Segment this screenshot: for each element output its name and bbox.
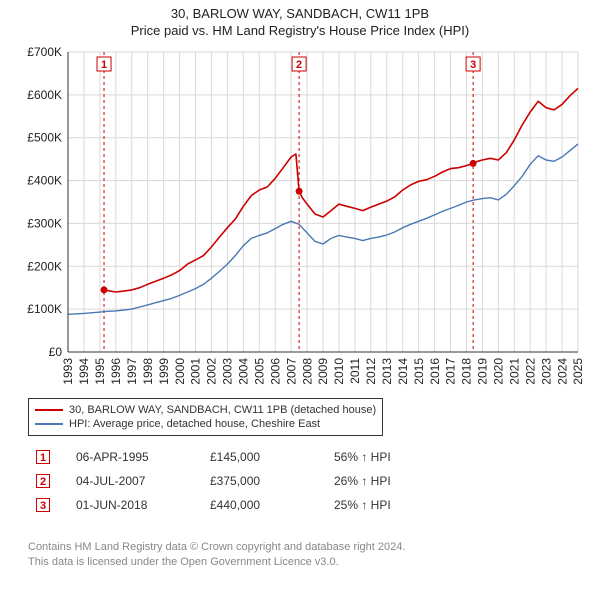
svg-text:1: 1	[101, 59, 107, 71]
svg-text:2007: 2007	[284, 358, 298, 385]
svg-text:1993: 1993	[61, 358, 75, 385]
legend-item: 30, BARLOW WAY, SANDBACH, CW11 1PB (deta…	[35, 403, 376, 417]
sales-table: 1 06-APR-1995£145,00056% ↑ HPI 2 04-JUL-200…	[28, 444, 522, 518]
table-row: 2 04-JUL-2007£375,00026% ↑ HPI	[30, 470, 520, 492]
sale-date: 04-JUL-2007	[70, 470, 202, 492]
svg-text:£700K: £700K	[27, 45, 62, 59]
svg-text:1997: 1997	[125, 358, 139, 385]
sale-price: £375,000	[204, 470, 326, 492]
sale-marker: 3	[36, 498, 50, 512]
svg-text:£500K: £500K	[27, 131, 62, 145]
svg-text:2014: 2014	[396, 358, 410, 385]
footer-line-1: Contains HM Land Registry data © Crown c…	[28, 540, 586, 555]
sale-marker: 1	[36, 450, 50, 464]
svg-text:2019: 2019	[476, 358, 490, 385]
sale-price: £145,000	[204, 446, 326, 468]
legend-swatch	[35, 423, 63, 425]
chart-legend: 30, BARLOW WAY, SANDBACH, CW11 1PB (deta…	[28, 398, 383, 436]
svg-text:2002: 2002	[205, 358, 219, 385]
svg-text:1994: 1994	[77, 358, 91, 385]
svg-text:2012: 2012	[364, 358, 378, 385]
title-line-1: 30, BARLOW WAY, SANDBACH, CW11 1PB	[0, 0, 600, 21]
table-row: 3 01-JUN-2018£440,00025% ↑ HPI	[30, 494, 520, 516]
svg-text:2020: 2020	[492, 358, 506, 385]
svg-text:2001: 2001	[189, 358, 203, 385]
svg-text:£200K: £200K	[27, 259, 62, 273]
svg-text:2021: 2021	[507, 358, 521, 385]
svg-text:2003: 2003	[221, 358, 235, 385]
footer-attribution: Contains HM Land Registry data © Crown c…	[28, 540, 586, 570]
svg-text:2024: 2024	[555, 358, 569, 385]
price-chart: £0 £100K £200K £300K £400K £500K £600K £700K 199…	[14, 44, 586, 394]
svg-text:£100K: £100K	[27, 302, 62, 316]
sale-date: 01-JUN-2018	[70, 494, 202, 516]
svg-text:2: 2	[296, 59, 302, 71]
svg-text:£600K: £600K	[27, 88, 62, 102]
svg-text:2018: 2018	[460, 358, 474, 385]
svg-text:2006: 2006	[268, 358, 282, 385]
footer-line-2: This data is licensed under the Open Gov…	[28, 555, 586, 570]
svg-text:2013: 2013	[380, 358, 394, 385]
svg-text:1996: 1996	[109, 358, 123, 385]
svg-text:2010: 2010	[332, 358, 346, 385]
svg-text:2015: 2015	[412, 358, 426, 385]
svg-text:3: 3	[470, 59, 476, 71]
sale-price: £440,000	[204, 494, 326, 516]
svg-text:2004: 2004	[237, 358, 251, 385]
svg-text:2009: 2009	[316, 358, 330, 385]
table-row: 1 06-APR-1995£145,00056% ↑ HPI	[30, 446, 520, 468]
title-line-2: Price paid vs. HM Land Registry's House …	[0, 21, 600, 38]
svg-text:2005: 2005	[252, 358, 266, 385]
svg-text:2023: 2023	[539, 358, 553, 385]
svg-text:2025: 2025	[571, 358, 585, 385]
svg-text:£400K: £400K	[27, 174, 62, 188]
svg-text:2017: 2017	[444, 358, 458, 385]
svg-text:2000: 2000	[173, 358, 187, 385]
sale-hpi-diff: 56% ↑ HPI	[328, 446, 520, 468]
svg-text:2008: 2008	[300, 358, 314, 385]
sale-date: 06-APR-1995	[70, 446, 202, 468]
svg-text:1998: 1998	[141, 358, 155, 385]
legend-label: HPI: Average price, detached house, Ches…	[69, 418, 320, 430]
svg-text:2011: 2011	[348, 358, 362, 384]
sale-hpi-diff: 25% ↑ HPI	[328, 494, 520, 516]
svg-text:1995: 1995	[93, 358, 107, 385]
svg-text:1999: 1999	[157, 358, 171, 385]
sale-hpi-diff: 26% ↑ HPI	[328, 470, 520, 492]
svg-text:2022: 2022	[523, 358, 537, 385]
sale-marker: 2	[36, 474, 50, 488]
legend-item: HPI: Average price, detached house, Ches…	[35, 417, 376, 431]
svg-text:£0: £0	[49, 345, 63, 359]
svg-text:£300K: £300K	[27, 216, 62, 230]
svg-text:2016: 2016	[428, 358, 442, 385]
legend-swatch	[35, 409, 63, 411]
legend-label: 30, BARLOW WAY, SANDBACH, CW11 1PB (deta…	[69, 404, 376, 416]
